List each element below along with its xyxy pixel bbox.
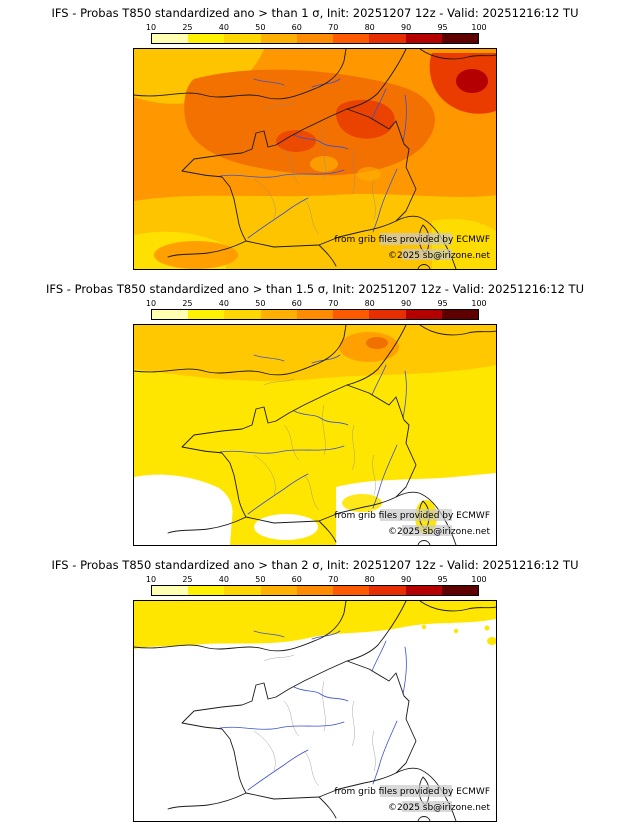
- colorbar-segment: [296, 34, 334, 43]
- ecmwf-credit: from grib files provided by ECMWF: [334, 235, 490, 245]
- colorbar-gradient: [151, 309, 479, 320]
- ecmwf-credit: from grib files provided by ECMWF: [334, 787, 490, 797]
- colorbar-gradient: [151, 33, 479, 44]
- colorbar-segment: [369, 34, 406, 43]
- watermark-box: [380, 785, 452, 797]
- map-frame: from grib files provided by ECMWF ©2025 …: [133, 48, 497, 270]
- watermark-box: [380, 509, 452, 521]
- copyright-text: ©2025 sb@irizone.net: [388, 803, 490, 813]
- copyright-text: ©2025 sb@irizone.net: [388, 527, 490, 537]
- colorbar-segment: [441, 310, 478, 319]
- colorbar-tick: 40: [218, 299, 229, 308]
- colorbar: 10 25 40 50 60 70 80 90 95 100: [146, 575, 487, 596]
- colorbar-tick: 60: [291, 299, 302, 308]
- colorbar-segment: [333, 586, 370, 595]
- colorbar-tick: 80: [364, 299, 375, 308]
- colorbar-tick: 60: [291, 23, 302, 32]
- colorbar: 10 25 40 50 60 70 80 90 95 100: [146, 299, 487, 320]
- copyright-text: ©2025 sb@irizone.net: [388, 251, 490, 261]
- colorbar-segment: [296, 310, 334, 319]
- colorbar: 10 25 40 50 60 70 80 90 95 100: [146, 23, 487, 44]
- colorbar-tick: 10: [145, 23, 157, 32]
- panel-sigma-1: IFS - Probas T850 standardized ano > tha…: [0, 0, 630, 276]
- map-frame: from grib files provided by ECMWF ©2025 …: [133, 324, 497, 546]
- colorbar-tick: 50: [255, 299, 266, 308]
- colorbar-segment: [152, 586, 189, 595]
- colorbar-tick: 80: [364, 575, 375, 584]
- colorbar-tick: 40: [218, 575, 229, 584]
- colorbar-segment: [369, 586, 406, 595]
- colorbar-segment: [224, 586, 261, 595]
- colorbar-tick: 25: [182, 575, 193, 584]
- colorbar-tick: 10: [145, 575, 157, 584]
- panel-sigma-2: IFS - Probas T850 standardized ano > tha…: [0, 552, 630, 828]
- colorbar-segment: [405, 586, 442, 595]
- colorbar-tick: 95: [437, 299, 448, 308]
- colorbar-tick: 10: [145, 299, 157, 308]
- colorbar-tick: 90: [401, 23, 412, 32]
- colorbar-segment: [188, 310, 225, 319]
- colorbar-tick: 100: [471, 575, 487, 584]
- colorbar-tick: 70: [328, 575, 339, 584]
- watermark-box: [402, 249, 452, 260]
- colorbar-segment: [224, 34, 261, 43]
- colorbar-segment: [260, 310, 297, 319]
- colorbar-segment: [441, 34, 478, 43]
- colorbar-gradient: [151, 585, 479, 596]
- colorbar-tick: 100: [471, 299, 487, 308]
- probability-map-1sigma: from grib files provided by ECMWF ©2025 …: [133, 48, 497, 270]
- probability-map-2sigma: from grib files provided by ECMWF ©2025 …: [133, 600, 497, 822]
- colorbar-segment: [188, 586, 225, 595]
- colorbar-segment: [405, 310, 442, 319]
- colorbar-segment: [224, 310, 261, 319]
- colorbar-tick: 40: [218, 23, 229, 32]
- colorbar-tick: 25: [182, 299, 193, 308]
- colorbar-segment: [296, 586, 334, 595]
- panel-title: IFS - Probas T850 standardized ano > tha…: [51, 6, 579, 20]
- colorbar-segment: [333, 34, 370, 43]
- watermark-box: [402, 525, 452, 536]
- panel-title: IFS - Probas T850 standardized ano > tha…: [46, 282, 584, 296]
- colorbar-tick: 90: [401, 299, 412, 308]
- colorbar-segment: [260, 586, 297, 595]
- colorbar-tick: 50: [255, 23, 266, 32]
- watermark-box: [380, 233, 452, 245]
- colorbar-tick: 95: [437, 23, 448, 32]
- colorbar-segment: [369, 310, 406, 319]
- colorbar-tick: 95: [437, 575, 448, 584]
- colorbar-tick: 60: [291, 575, 302, 584]
- colorbar-tick: 90: [401, 575, 412, 584]
- colorbar-tick: 70: [328, 299, 339, 308]
- panel-title: IFS - Probas T850 standardized ano > tha…: [51, 558, 579, 572]
- colorbar-ticks: 10 25 40 50 60 70 80 90 95 100: [146, 23, 487, 33]
- ecmwf-credit: from grib files provided by ECMWF: [334, 511, 490, 521]
- colorbar-tick: 100: [471, 23, 487, 32]
- colorbar-segment: [152, 310, 189, 319]
- panel-sigma-1-5: IFS - Probas T850 standardized ano > tha…: [0, 276, 630, 552]
- probability-map-1-5sigma: from grib files provided by ECMWF ©2025 …: [133, 324, 497, 546]
- colorbar-tick: 70: [328, 23, 339, 32]
- watermark-box: [402, 801, 452, 812]
- colorbar-segment: [441, 586, 478, 595]
- colorbar-segment: [405, 34, 442, 43]
- colorbar-tick: 50: [255, 575, 266, 584]
- colorbar-ticks: 10 25 40 50 60 70 80 90 95 100: [146, 575, 487, 585]
- colorbar-tick: 80: [364, 23, 375, 32]
- colorbar-segment: [152, 34, 189, 43]
- colorbar-segment: [260, 34, 297, 43]
- colorbar-segment: [188, 34, 225, 43]
- colorbar-tick: 25: [182, 23, 193, 32]
- colorbar-ticks: 10 25 40 50 60 70 80 90 95 100: [146, 299, 487, 309]
- map-frame: from grib files provided by ECMWF ©2025 …: [133, 600, 497, 822]
- colorbar-segment: [333, 310, 370, 319]
